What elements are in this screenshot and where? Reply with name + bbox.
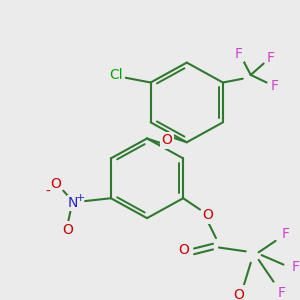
Text: O: O <box>233 288 244 300</box>
Text: F: F <box>271 79 279 93</box>
Text: O: O <box>161 134 172 147</box>
Text: O: O <box>179 243 190 257</box>
Text: O: O <box>50 177 61 191</box>
Text: F: F <box>267 51 274 65</box>
Text: F: F <box>281 227 290 241</box>
Text: Cl: Cl <box>109 68 123 82</box>
Text: O: O <box>63 223 74 236</box>
Text: F: F <box>235 47 243 61</box>
Text: O: O <box>202 208 213 222</box>
Text: N: N <box>68 196 78 210</box>
Text: +: + <box>75 193 85 203</box>
Text: F: F <box>291 260 299 274</box>
Text: -: - <box>45 184 50 199</box>
Text: F: F <box>278 286 286 300</box>
